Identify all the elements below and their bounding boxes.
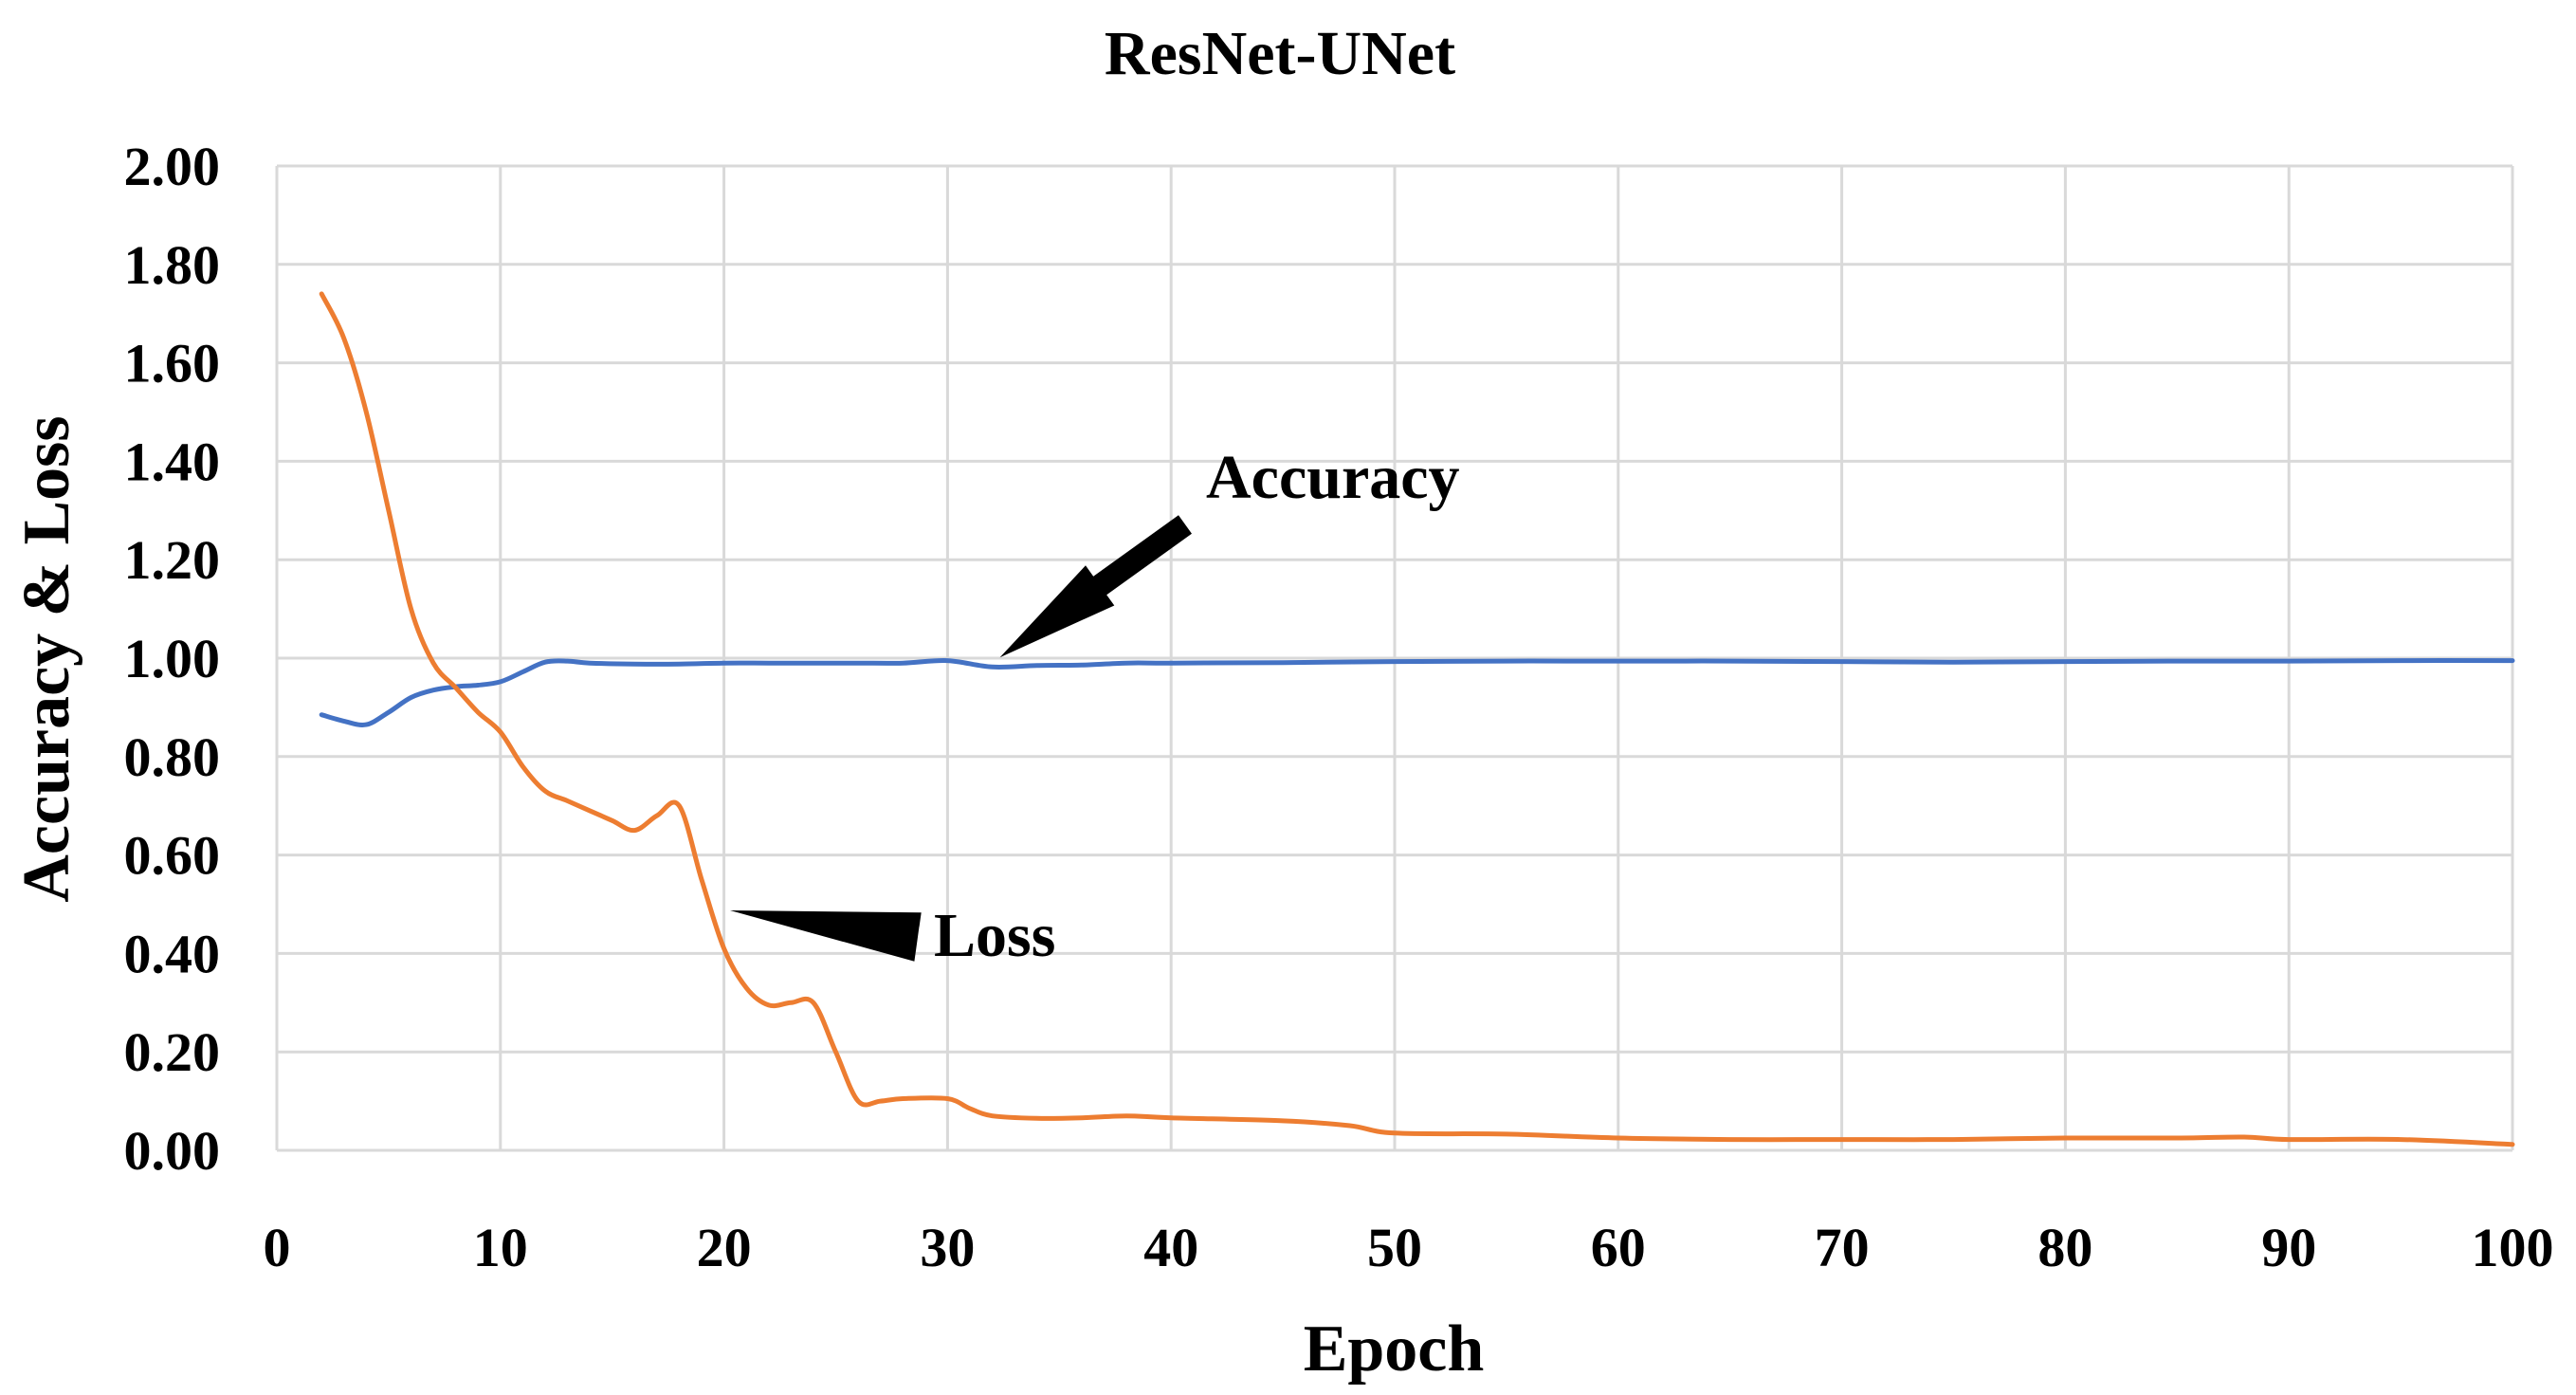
- annotations: Accuracy Loss: [730, 443, 1460, 970]
- x-tick-label: 70: [1815, 1217, 1870, 1278]
- chart-title: ResNet-UNet: [1105, 19, 1455, 88]
- series-lines: [319, 291, 2515, 1147]
- series-line-loss: [319, 291, 2515, 1147]
- y-tick-label: 2.00: [124, 136, 221, 197]
- gridlines: [275, 164, 2514, 1152]
- y-tick-label: 1.60: [124, 333, 221, 395]
- y-tick-label: 1.20: [124, 529, 221, 591]
- x-tick-label: 80: [2037, 1217, 2092, 1278]
- y-tick-label: 0.80: [124, 726, 221, 788]
- y-tick-label: 0.60: [124, 825, 221, 887]
- y-axis-label: Accuracy & Loss: [10, 415, 83, 902]
- x-tick-label: 20: [697, 1217, 752, 1278]
- loss-annotation-label: Loss: [934, 901, 1055, 970]
- x-tick-label: 60: [1591, 1217, 1646, 1278]
- x-tick-label: 10: [473, 1217, 528, 1278]
- x-tick-label: 50: [1367, 1217, 1422, 1278]
- y-axis-ticks: 0.00 0.20 0.40 0.60 0.80 1.00 1.20 1.40 1.60 1.80…: [124, 136, 221, 1182]
- x-axis-ticks: 0 10 20 30 40 50 60 70 80 90 100: [264, 1217, 2554, 1278]
- x-tick-label: 30: [920, 1217, 975, 1278]
- y-tick-label: 1.00: [124, 628, 221, 689]
- accuracy-arrow: [999, 515, 1192, 658]
- loss-arrow: [730, 910, 922, 962]
- x-axis-label: Epoch: [1304, 1312, 1485, 1386]
- x-tick-label: 100: [2472, 1217, 2554, 1278]
- y-tick-label: 1.40: [124, 431, 221, 492]
- accuracy-annotation-label: Accuracy: [1206, 443, 1460, 512]
- y-tick-label: 0.00: [124, 1120, 221, 1182]
- y-tick-label: 1.80: [124, 234, 221, 296]
- y-tick-label: 0.20: [124, 1021, 221, 1083]
- x-tick-label: 90: [2261, 1217, 2316, 1278]
- x-tick-label: 0: [264, 1217, 291, 1278]
- x-tick-label: 40: [1143, 1217, 1198, 1278]
- series-line-accuracy: [319, 657, 2515, 727]
- y-tick-label: 0.40: [124, 923, 221, 984]
